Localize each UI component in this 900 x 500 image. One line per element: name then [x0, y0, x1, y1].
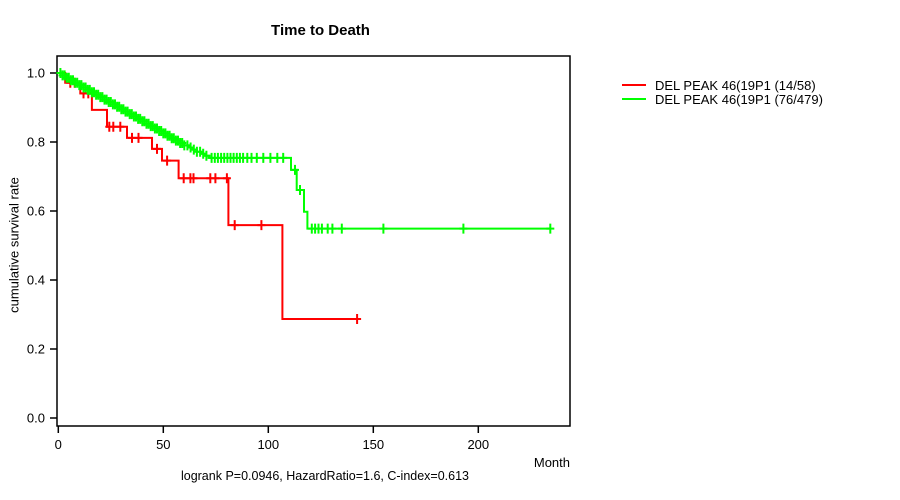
x-tick-label: 0 — [55, 437, 62, 452]
x-tick-label: 200 — [467, 437, 489, 452]
y-tick-label: 0.2 — [27, 342, 45, 357]
y-tick-label: 0.4 — [27, 273, 45, 288]
chart-title: Time to Death — [271, 22, 370, 39]
y-tick-label: 0.8 — [27, 135, 45, 150]
legend-label-red: DEL PEAK 46(19P1 (14/58) — [655, 77, 816, 93]
green-survival-curve — [56, 68, 555, 234]
x-tick-label: 100 — [257, 437, 279, 452]
legend-label-green: DEL PEAK 46(19P1 (76/479) — [655, 91, 823, 107]
step-path — [58, 72, 358, 320]
legend: DEL PEAK 46(19P1 (14/58) DEL PEAK 46(19P… — [622, 77, 823, 107]
legend-item-red: DEL PEAK 46(19P1 (14/58) — [622, 77, 823, 93]
legend-item-green: DEL PEAK 46(19P1 (76/479) — [622, 91, 823, 107]
x-tick-label: 50 — [156, 437, 170, 452]
plot-box — [56, 55, 571, 427]
y-axis-ticks: 0.0 0.2 0.4 0.6 0.8 1.0 — [27, 66, 57, 426]
censor-tick-marks — [56, 68, 555, 234]
x-axis-ticks: 0 50 100 150 200 — [55, 426, 489, 452]
green-line-swatch — [622, 98, 646, 100]
y-tick-label: 0.6 — [27, 204, 45, 219]
y-tick-label: 1.0 — [27, 66, 45, 81]
step-path — [58, 72, 551, 230]
x-axis-label: Month — [533, 455, 570, 470]
red-survival-curve — [58, 72, 362, 324]
censor-tick-marks — [66, 77, 362, 324]
y-tick-label: 0.0 — [27, 411, 45, 426]
x-tick-label: 150 — [362, 437, 384, 452]
red-line-swatch — [622, 84, 646, 86]
footer-statistics: logrank P=0.0946, HazardRatio=1.6, C-ind… — [180, 469, 470, 483]
